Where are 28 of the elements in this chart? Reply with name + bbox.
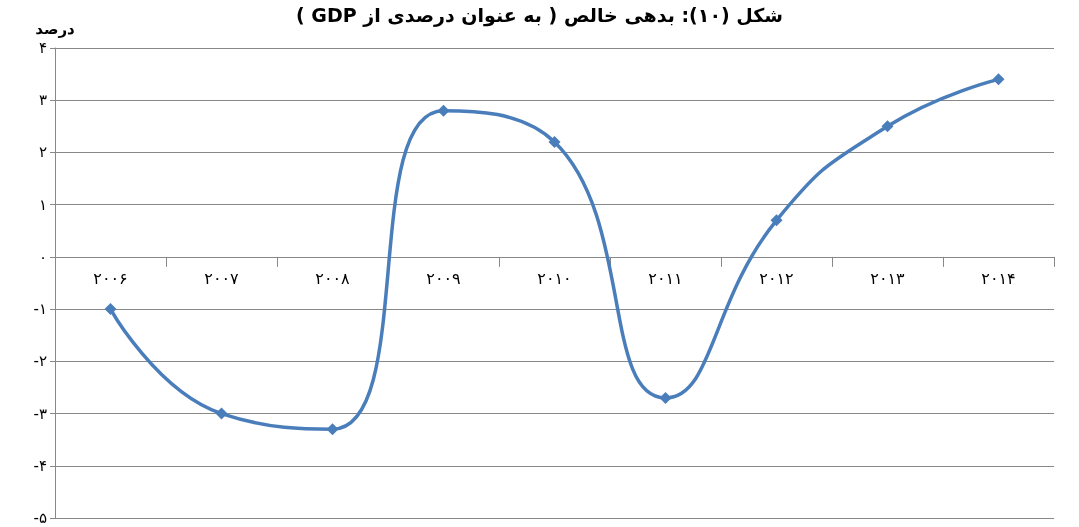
x-tick-label: ۲۰۱۴: [981, 269, 1016, 289]
y-tick-label: -۱: [33, 300, 47, 319]
y-tick-label: -۴: [33, 456, 47, 475]
chart-title: شکل (۱۰): بدهی خالص ( به عنوان درصدی از GDP ): [295, 4, 783, 26]
y-tick-label: -۲: [33, 352, 47, 371]
x-tick-label: ۲۰۰۹: [426, 269, 461, 289]
x-tick-label: ۲۰۱۳: [870, 269, 906, 289]
point: [881, 120, 894, 133]
y-tick-label: ۱: [38, 195, 47, 214]
point: [659, 391, 672, 404]
point: [215, 407, 228, 420]
point: [770, 214, 783, 227]
y-axis-title: درصد: [35, 19, 76, 38]
y-tick-label: ۴: [38, 39, 47, 57]
y-tick-label: ۰: [38, 247, 47, 266]
y-tick-label: -۳: [33, 404, 47, 423]
point: [548, 136, 561, 148]
y-tick-label: -۵: [33, 509, 47, 527]
x-tick-label: ۲۰۰۸: [315, 269, 351, 289]
x-tick-label: ۲۰۰۶: [93, 269, 128, 289]
x-tick-label: ۲۰۱۲: [759, 269, 794, 289]
y-tick-label: ۲: [38, 143, 47, 162]
y-tick-label: ۳: [38, 91, 47, 110]
point: [992, 73, 1005, 86]
x-tick-label: ۲۰۱۱: [648, 269, 683, 289]
x-tick-label: ۲۰۱۰: [537, 269, 572, 289]
x-tick-label: ۲۰۰۷: [204, 269, 240, 289]
point: [104, 303, 117, 316]
